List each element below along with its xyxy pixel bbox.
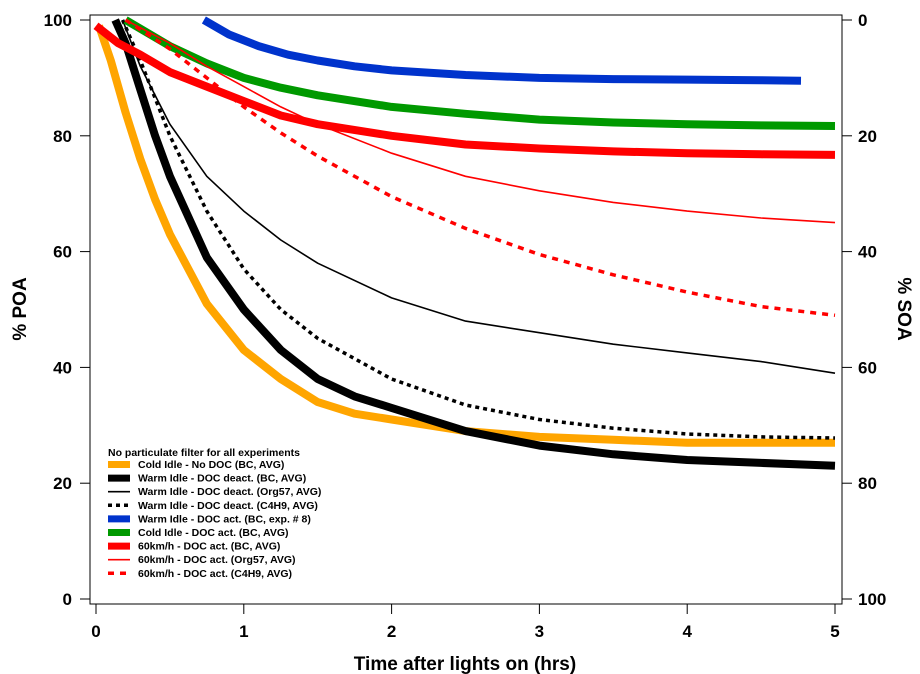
legend-label: 60km/h - DOC act. (BC, AVG)	[138, 541, 280, 553]
y-tick-label-right: 100	[858, 590, 886, 609]
x-tick-label: 3	[535, 622, 544, 641]
series-line-1	[95, 24, 835, 447]
y-axis-label-left: % POA	[10, 277, 31, 341]
x-tick-label: 5	[830, 622, 839, 641]
y-tick-label-right: 40	[858, 243, 877, 262]
y-tick-label-left: 40	[53, 358, 72, 377]
series-line-7	[93, 22, 836, 159]
legend-label: Warm Idle - DOC deact. (Org57, AVG)	[138, 486, 321, 498]
legend-title: No particulate filter for all experiment…	[108, 447, 300, 459]
series-line-6	[123, 16, 836, 130]
x-tick-label: 1	[239, 622, 248, 641]
legend: No particulate filter for all experiment…	[108, 447, 321, 580]
y-tick-label-right: 60	[858, 358, 877, 377]
series-line-5	[201, 16, 802, 85]
legend-label: Cold Idle - DOC act. (BC, AVG)	[138, 527, 289, 539]
y-tick-label-left: 0	[63, 590, 72, 609]
series-line-2	[111, 18, 836, 470]
x-tick-label: 0	[91, 622, 100, 641]
plot-frame	[89, 14, 843, 605]
series-line-9	[124, 18, 836, 318]
x-tick-label: 4	[682, 622, 692, 641]
legend-label: Warm Idle - DOC act. (BC, exp. # 8)	[138, 513, 311, 525]
y-tick-label-right: 80	[858, 474, 877, 493]
series-layer	[93, 16, 836, 470]
legend-label: Cold Idle - No DOC (BC, AVG)	[138, 459, 284, 471]
axes-layer: 0 1 2 3 4 5 0 20 40 60 80 100 100 80 60 40 20 0	[44, 11, 887, 641]
legend-label: 60km/h - DOC act. (C4H9, AVG)	[138, 568, 292, 580]
y-tick-label-left: 20	[53, 474, 72, 493]
legend-label: Warm Idle - DOC deact. (C4H9, AVG)	[138, 500, 318, 512]
series-line-8	[125, 19, 836, 224]
series-line-3	[121, 19, 836, 374]
series-line-4	[120, 19, 836, 440]
y-axis-label-right: % SOA	[893, 277, 914, 341]
y-tick-label-left: 80	[53, 127, 72, 146]
y-tick-label-left: 60	[53, 243, 72, 262]
legend-label: Warm Idle - DOC deact. (BC, AVG)	[138, 473, 306, 485]
legend-label: 60km/h - DOC act. (Org57, AVG)	[138, 554, 296, 566]
x-tick-label: 2	[387, 622, 396, 641]
y-tick-label-right: 20	[858, 127, 877, 146]
x-axis-label: Time after lights on (hrs)	[354, 654, 576, 674]
y-tick-label-right: 0	[858, 11, 867, 30]
y-tick-label-left: 100	[44, 11, 72, 30]
